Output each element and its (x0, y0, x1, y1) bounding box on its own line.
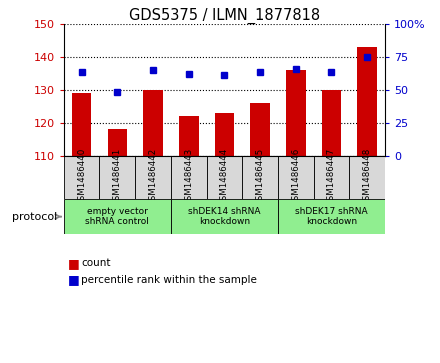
Text: percentile rank within the sample: percentile rank within the sample (81, 274, 257, 285)
Text: GSM1486441: GSM1486441 (113, 148, 122, 207)
Bar (286, 70, 306, 156)
Bar (349, 156, 385, 199)
Text: GSM1486445: GSM1486445 (256, 148, 264, 207)
Text: GSM1486446: GSM1486446 (291, 148, 300, 207)
Bar (322, 90, 341, 156)
Bar (242, 156, 278, 199)
Bar (64, 156, 99, 199)
Text: GSM1486440: GSM1486440 (77, 148, 86, 207)
Text: ■: ■ (68, 273, 80, 286)
Bar (107, 129, 127, 156)
Bar (171, 156, 206, 199)
Text: empty vector
shRNA control: empty vector shRNA control (85, 207, 149, 226)
Text: GSM1486444: GSM1486444 (220, 148, 229, 207)
Bar (171, 199, 278, 234)
Bar (143, 90, 163, 156)
Bar (64, 199, 171, 234)
Bar (278, 156, 314, 199)
Bar (206, 156, 242, 199)
Bar (179, 116, 198, 156)
Text: protocol: protocol (12, 212, 57, 221)
Text: count: count (81, 258, 111, 268)
Bar (250, 103, 270, 156)
Text: GSM1486443: GSM1486443 (184, 148, 193, 207)
Title: GDS5375 / ILMN_1877818: GDS5375 / ILMN_1877818 (129, 7, 320, 24)
Text: GSM1486447: GSM1486447 (327, 148, 336, 207)
Bar (215, 113, 234, 156)
Bar (314, 156, 349, 199)
Bar (99, 156, 135, 199)
Bar (278, 199, 385, 234)
Bar (72, 93, 92, 156)
Bar (357, 47, 377, 156)
Text: GSM1486448: GSM1486448 (363, 148, 372, 207)
Text: GSM1486442: GSM1486442 (149, 148, 158, 207)
Text: shDEK17 shRNA
knockdown: shDEK17 shRNA knockdown (295, 207, 368, 226)
Bar (135, 156, 171, 199)
Text: ■: ■ (68, 257, 80, 270)
Text: shDEK14 shRNA
knockdown: shDEK14 shRNA knockdown (188, 207, 260, 226)
